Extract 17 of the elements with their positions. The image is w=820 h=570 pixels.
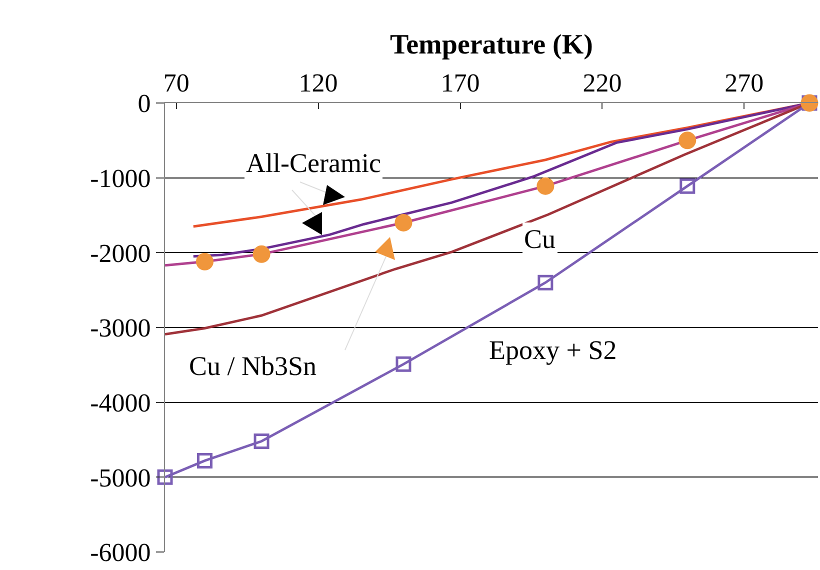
x-tick-label: 220 — [582, 68, 622, 98]
x-tick-label: 270 — [724, 68, 764, 98]
x-tick-label: 70 — [163, 68, 190, 98]
y-tick-label: -4000 — [90, 388, 151, 418]
annotation: Cu — [524, 224, 556, 254]
y-tick-label: -3000 — [90, 314, 151, 343]
y-tick-label: -6000 — [90, 538, 151, 568]
y-tick-label: -5000 — [90, 463, 151, 492]
annotation: Cu / Nb3Sn — [189, 351, 318, 381]
y-tick-label: -2000 — [90, 238, 151, 268]
annotation: All-Ceramic — [246, 148, 381, 178]
y-tick-label: -1000 — [90, 164, 151, 193]
x-tick-label: 170 — [440, 68, 480, 98]
x-axis-title: Temperature (K) — [390, 29, 593, 60]
x-tick-label: 120 — [298, 68, 338, 98]
annotation: Epoxy + S2 — [489, 335, 617, 365]
y-tick-label: 0 — [138, 89, 151, 118]
